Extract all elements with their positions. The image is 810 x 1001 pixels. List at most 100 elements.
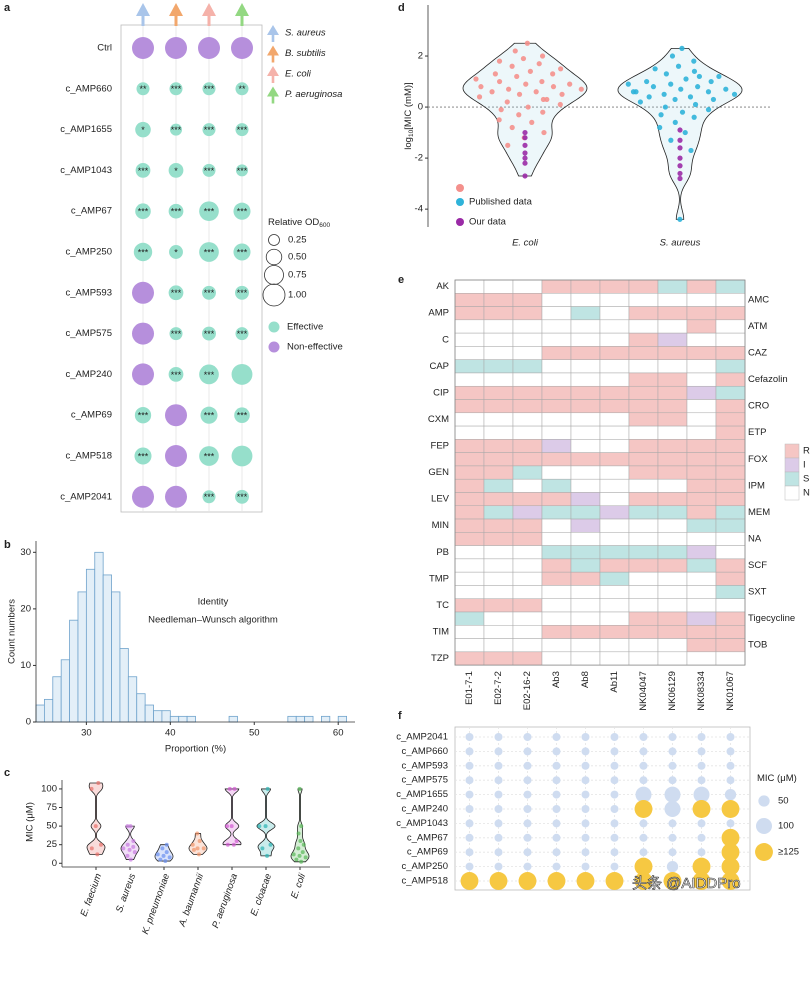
legend-label: Our data: [469, 217, 507, 228]
row-label: C: [442, 334, 449, 345]
dot: [581, 848, 590, 857]
cell: [541, 332, 572, 347]
dot: [634, 800, 653, 818]
row-label: c_AMP67: [407, 832, 448, 843]
point: [523, 81, 529, 87]
dot: [134, 447, 152, 465]
cell: [657, 518, 688, 533]
cell: [657, 306, 688, 321]
cell: [454, 638, 485, 653]
column-label: Ab8: [580, 671, 591, 688]
cell: [628, 319, 659, 334]
y-tick-label: 50: [46, 821, 57, 832]
y-tick-label: 20: [20, 603, 31, 614]
point: [522, 160, 528, 166]
cell: [715, 279, 746, 294]
x-tick-label: 40: [165, 728, 176, 739]
point: [512, 48, 518, 54]
dot: [168, 203, 184, 219]
y-axis-label-sub: 10: [408, 129, 415, 137]
significance-label: ***: [204, 492, 215, 502]
size-legend-label: 0.75: [288, 270, 307, 281]
cell: [599, 412, 630, 427]
annotation: Needleman–Wunsch algorithm: [148, 615, 278, 626]
bar: [94, 551, 104, 723]
point: [675, 63, 682, 69]
significance-label: ***: [204, 84, 215, 94]
column-label: E02-7-2: [493, 671, 504, 705]
dot: [465, 733, 474, 741]
dot: [169, 82, 183, 96]
point: [527, 68, 533, 74]
row-label: TOB: [748, 640, 767, 651]
dot: [581, 761, 590, 770]
cell: [686, 505, 717, 520]
cell: [541, 465, 572, 480]
dot: [668, 776, 677, 785]
cell: [512, 279, 543, 294]
cell: [454, 332, 485, 347]
cell: [686, 585, 717, 599]
cell: [715, 452, 746, 467]
dot: [697, 747, 706, 756]
cell: [686, 319, 717, 334]
cell: [599, 465, 630, 480]
cell: [686, 372, 717, 387]
panel-letter: f: [398, 710, 402, 722]
significance-label: ***: [204, 451, 215, 461]
cell: [541, 558, 572, 573]
cell: [628, 306, 659, 321]
cell: [570, 452, 601, 467]
cell: [483, 558, 514, 573]
cell: [599, 319, 630, 334]
cell: [599, 306, 630, 321]
cell: [454, 585, 485, 599]
point: [557, 101, 563, 108]
cell: [628, 518, 659, 533]
cell: [715, 532, 746, 546]
dot: [610, 862, 619, 871]
cell: [570, 346, 601, 360]
panel-letter: a: [4, 2, 11, 14]
dot: [697, 776, 706, 785]
cell: [454, 346, 485, 360]
cell: [570, 505, 601, 520]
significance-label: **: [139, 84, 147, 94]
point: [478, 84, 484, 90]
cell: [483, 332, 514, 347]
panel-letter: e: [398, 274, 404, 286]
cell: [512, 332, 543, 347]
dot: [693, 786, 710, 803]
status-legend-dot: [268, 341, 280, 353]
dot: [726, 776, 735, 785]
dot: [610, 747, 619, 756]
cell: [628, 279, 659, 294]
point: [128, 857, 133, 862]
dot: [610, 805, 619, 813]
dot: [169, 245, 183, 259]
point: [496, 78, 503, 85]
row-label: CIP: [433, 387, 449, 398]
cell: [570, 385, 601, 400]
dot: [610, 819, 619, 828]
dot: [668, 761, 677, 770]
dot: [581, 819, 590, 828]
cell: [715, 638, 746, 653]
cell: [628, 532, 659, 546]
dot: [639, 819, 648, 828]
dot: [169, 123, 183, 136]
cell: [454, 412, 485, 427]
row-label: CAZ: [748, 348, 767, 359]
point: [514, 73, 520, 80]
point: [167, 855, 172, 860]
row-label: CRO: [748, 401, 769, 412]
cell: [657, 452, 688, 467]
cell: [483, 279, 514, 294]
point: [662, 104, 668, 110]
row-label: CXM: [428, 414, 449, 425]
cell: [570, 306, 601, 321]
size-legend-title-text: MIC (μM): [757, 773, 797, 784]
cell: [628, 385, 659, 400]
row-label: FOX: [748, 454, 768, 465]
cell: [541, 478, 572, 493]
